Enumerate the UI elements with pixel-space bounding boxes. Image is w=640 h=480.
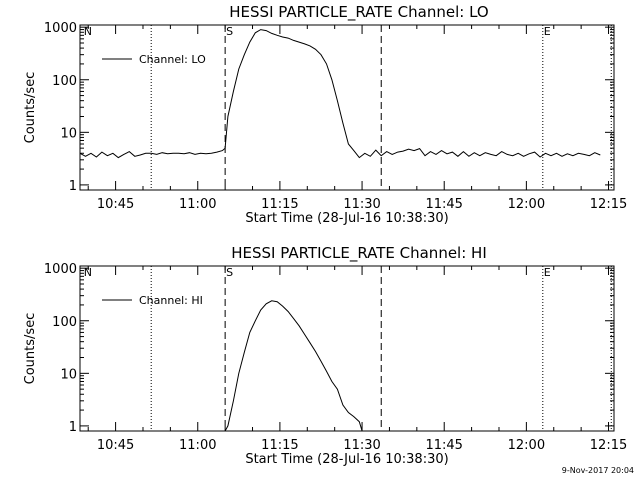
- lo-chart-title: HESSI PARTICLE_RATE Channel: LO: [229, 3, 488, 22]
- lo-x-axis-label: Start Time (28-Jul-16 10:38:30): [245, 211, 448, 226]
- lo-series-line: [80, 29, 601, 159]
- hi-x-tick-label: 11:30: [343, 438, 380, 453]
- hi-x-tick-label: 11:15: [261, 438, 298, 453]
- lo-y-tick-label: 1000: [44, 21, 77, 36]
- hi-x-tick-label: 12:00: [508, 438, 545, 453]
- hi-chart-title: HESSI PARTICLE_RATE Channel: HI: [231, 244, 487, 263]
- lo-x-tick-label: 10:45: [97, 197, 134, 212]
- hi-x-tick-label: 12:15: [590, 438, 627, 453]
- hi-y-tick-label: 1: [69, 420, 77, 435]
- hi-x-tick-label: 10:45: [97, 438, 134, 453]
- hi-y-tick-label: 10: [60, 367, 77, 382]
- lo-y-tick-label: 100: [52, 74, 77, 89]
- hi-series-line: [224, 300, 363, 431]
- hi-x-axis-label: Start Time (28-Jul-16 10:38:30): [245, 452, 448, 467]
- hi-y-tick-label: 1000: [44, 262, 77, 277]
- hi-x-tick-label: 11:00: [179, 438, 216, 453]
- lo-y-axis-label: Counts/sec: [23, 72, 38, 144]
- lo-marker-label: E: [544, 25, 551, 38]
- lo-x-tick-label: 12:15: [590, 197, 627, 212]
- lo-x-tick-label: 11:30: [343, 197, 380, 212]
- lo-x-tick-label: 12:00: [508, 197, 545, 212]
- hi-legend-label: Channel: HI: [139, 294, 203, 307]
- lo-y-tick-label: 1: [69, 179, 77, 194]
- lo-marker-label: N: [84, 25, 92, 38]
- lo-y-tick-label: 10: [60, 126, 77, 141]
- lo-x-tick-label: 11:45: [425, 197, 462, 212]
- hi-x-tick-label: 11:45: [425, 438, 462, 453]
- lo-plot-frame: [79, 24, 615, 191]
- hi-y-axis-label: Counts/sec: [23, 313, 38, 385]
- lo-x-tick-label: 11:15: [261, 197, 298, 212]
- hi-marker-label: S: [226, 266, 233, 279]
- footer-date-stamp: 9-Nov-2017 20:04: [561, 466, 634, 475]
- hi-marker-label: E: [544, 266, 551, 279]
- lo-legend-label: Channel: LO: [139, 53, 206, 66]
- hi-plot-frame: [79, 265, 615, 432]
- lo-x-tick-label: 11:00: [179, 197, 216, 212]
- lo-marker-label: S: [226, 25, 233, 38]
- hi-marker-label: N: [84, 266, 92, 279]
- hi-y-tick-label: 100: [52, 315, 77, 330]
